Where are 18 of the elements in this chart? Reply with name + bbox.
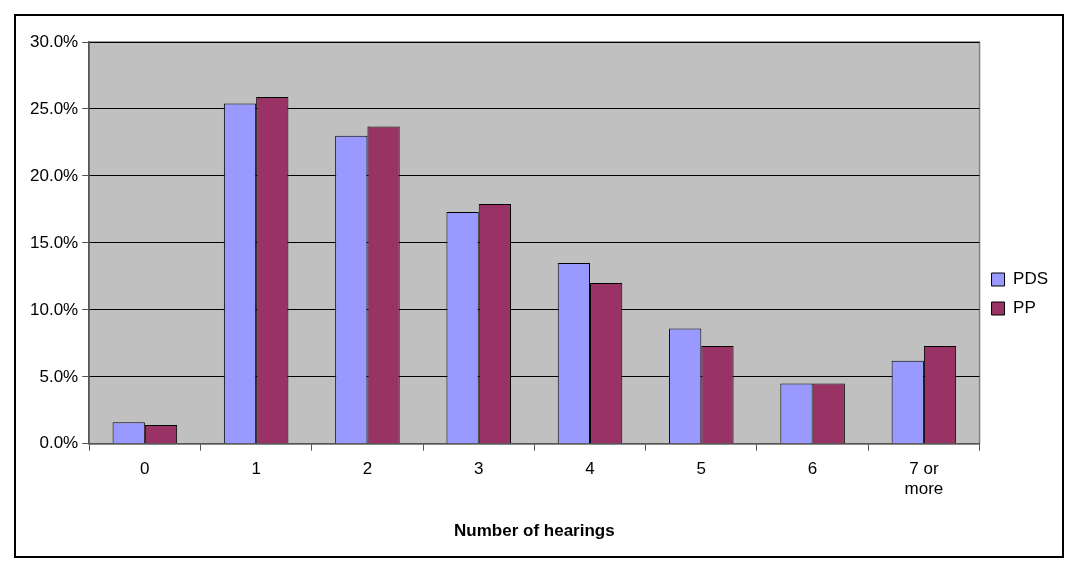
y-tick-label: 30.0% [30,31,79,51]
x-tick-label: 5 [696,458,707,478]
x-tick-label: 7 or more [904,458,944,499]
x-tick-label: 4 [585,458,595,478]
x-tick-label: 6 [807,458,818,478]
x-tick-label: 0 [140,458,150,478]
y-tick-label: 20.0% [30,165,79,185]
y-tick-label: 15.0% [30,232,79,252]
y-tick-label: 10.0% [30,299,79,319]
y-tick-label: 5.0% [39,366,79,386]
x-tick-label: 3 [473,458,484,478]
legend-label: PDS [1013,269,1049,289]
x-tick-label: 1 [251,458,261,478]
x-axis-title: Number of hearings [454,521,615,541]
y-tick-label: 0.0% [39,433,79,453]
y-tick-label: 25.0% [30,98,79,118]
legend-label: PP [1013,298,1036,318]
x-tick-label: 2 [362,458,373,478]
